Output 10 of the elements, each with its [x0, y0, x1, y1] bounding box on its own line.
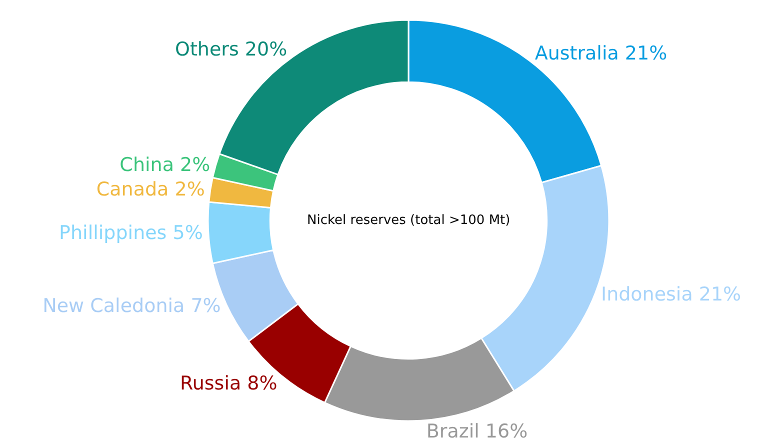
- slice-label: Indonesia 21%: [600, 283, 742, 306]
- slice-label: New Caledonia 7%: [42, 295, 221, 318]
- slice-label: Brazil 16%: [426, 420, 528, 443]
- slice-label: China 2%: [120, 154, 210, 176]
- slice-label: Phillippines 5%: [59, 222, 203, 244]
- slice-label: Others 20%: [175, 38, 288, 61]
- slice-label: Australia 21%: [534, 42, 668, 64]
- text: Nickel reserves (total >100 Mt): [307, 213, 510, 228]
- slice-label: Russia 8%: [180, 372, 278, 394]
- slice-label: Canada 2%: [96, 178, 205, 200]
